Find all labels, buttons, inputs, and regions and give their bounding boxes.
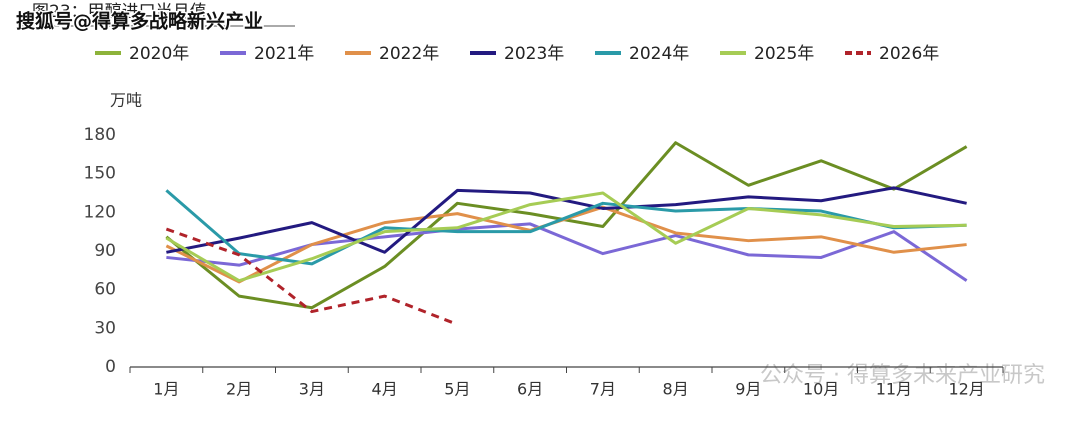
series-line <box>165 141 968 310</box>
legend-label: 2023年 <box>504 44 564 64</box>
x-tick-label: 1月 <box>153 380 179 399</box>
chart-title: 图23：甲醇进口当月值 <box>32 2 207 22</box>
x-tick-label: 6月 <box>517 380 543 399</box>
y-tick-label: 0 <box>105 357 116 377</box>
series-line <box>166 186 967 254</box>
y-tick-label: 30 <box>94 318 116 338</box>
y-tick-label: 150 <box>84 164 116 184</box>
x-tick-label: 12月 <box>948 380 984 399</box>
series-line <box>165 227 458 326</box>
series-line <box>166 222 968 282</box>
legend-label: 2026年 <box>879 44 939 64</box>
x-tick-label: 8月 <box>663 380 689 399</box>
series-line <box>165 191 967 283</box>
y-tick-label: 180 <box>84 125 116 145</box>
x-tick-label: 4月 <box>372 380 398 399</box>
legend-label: 2021年 <box>254 44 314 64</box>
x-tick-label: 5月 <box>444 380 470 399</box>
legend-label: 2020年 <box>129 44 189 64</box>
legend-label: 2022年 <box>379 44 439 64</box>
y-axis-label: 万吨 <box>110 91 142 110</box>
y-tick-label: 120 <box>84 202 116 222</box>
x-tick-label: 10月 <box>803 380 839 399</box>
legend-label: 2025年 <box>754 44 814 64</box>
watermark: 搜狐号@得算多战略新兴产业 <box>16 10 263 33</box>
legend-label: 2024年 <box>629 44 689 64</box>
x-tick-label: 3月 <box>299 380 325 399</box>
x-tick-label: 2月 <box>226 380 252 399</box>
y-tick-label: 60 <box>94 280 116 300</box>
x-tick-label: 9月 <box>735 380 761 399</box>
y-tick-label: 90 <box>94 241 116 261</box>
x-tick-label: 7月 <box>590 380 616 399</box>
x-tick-label: 11月 <box>876 380 912 399</box>
